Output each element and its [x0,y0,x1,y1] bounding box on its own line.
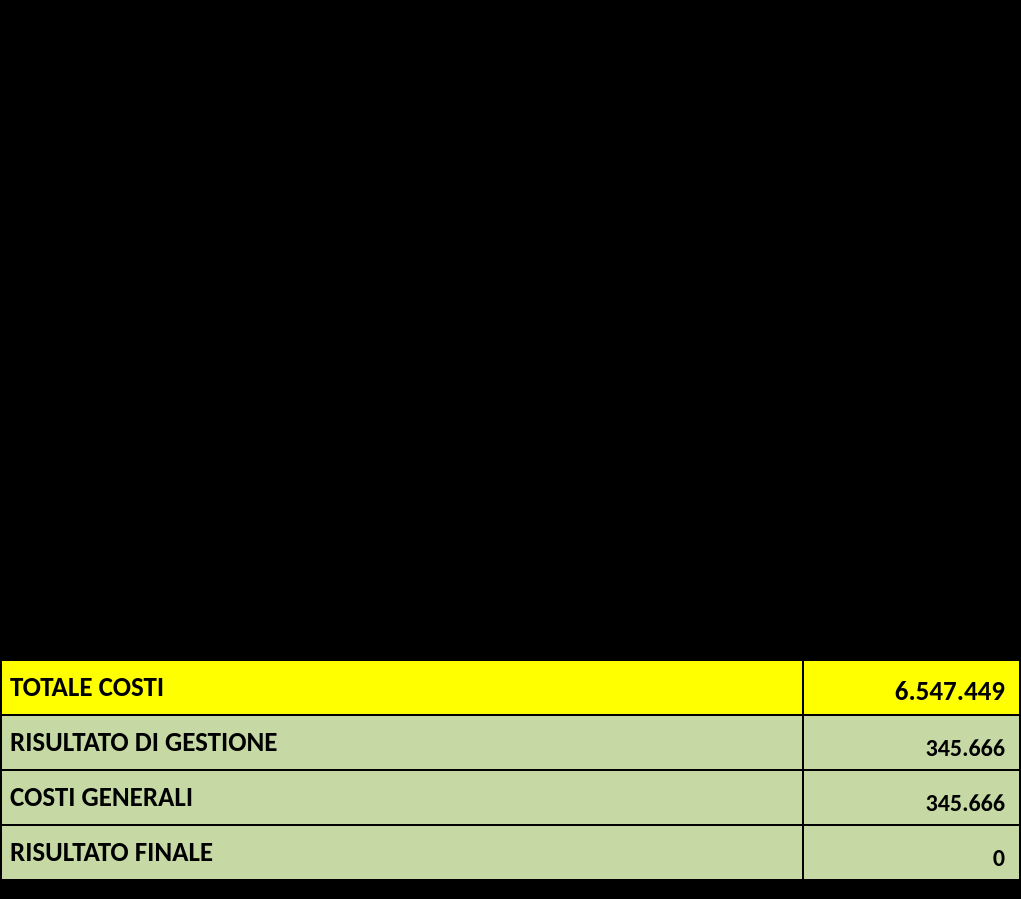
detail-row: SERVIZI TECNICI [0,31,1021,62]
summary-row: RISULTATO DI GESTIONE345.666 [0,714,1021,771]
summary-value: 345.666 [804,771,1019,824]
detail-row: CO.T.M. COORDINATE E CONT. - NON SAN120.… [0,94,1021,125]
row-label: SERVIZI TECNICI [0,37,794,59]
detail-row: LAVORO INTERINALE, COLLABORAZIONI NON SA… [0,63,1021,94]
summary-row: RISULTATO FINALE0 [0,824,1021,881]
row-value: 65.000 [794,476,1021,498]
row-label: FORMAZIONE [0,162,794,184]
row-value: 120.000 [794,99,1021,121]
row-value: 20.000 [794,507,1021,529]
detail-row: LOCAZIONE E NOLEGGI [0,251,1021,282]
row-value: 550.000 [794,570,1021,592]
summary-value: 345.666 [804,716,1019,769]
row-value: 10.000 [794,288,1021,310]
summary-row: COSTI GENERALI345.666 [0,769,1021,826]
row-label: ORGANI ISTITUZIONALI [0,194,794,216]
detail-row: AMMORTAMENTO IMMOBILIZZAZIONI MATERIALI1… [0,534,1021,565]
row-label: PERSONALE MEDICO E VETERINARIO [0,319,794,341]
detail-row: PERSONALE SANITARIO NON MEDICO - COMPART… [0,377,1021,408]
summary-label: TOTALE COSTI [2,661,804,714]
row-label: AMMORTAMENTO IMMOBILIZZAZIONI MATERIALI [0,539,794,561]
row-label: IMPOSTE SUL REDDITO D'ESERCIZIO [0,633,794,655]
detail-row: COSTI AMMINISTRATIVI100.000 [0,596,1021,627]
row-label: ALTRI SERVIZI NON SANITARI [0,225,794,247]
detail-row: AMMORTAMENTO IMMOBILIZZAZIONI IMMATERIAL… [0,502,1021,533]
summary-label: COSTI GENERALI [2,771,804,824]
row-label: PERSONALE SANITARIO NON MEDICO - DIRIGEN… [0,350,794,372]
row-label: PERSONALE AMMINISTRATIVO - COMPARTO [0,476,794,498]
detail-row: PERSONALE MEDICO E VETERINARIO [0,314,1021,345]
summary-row: TOTALE COSTI6.547.449 [0,659,1021,716]
detail-row: ORGANI ISTITUZIONALI [0,188,1021,219]
detail-row: PERSONALE AMMINISTRATIVO - DIRIGENZA [0,439,1021,470]
detail-row: MANUTENZIONI [0,0,1021,31]
row-label: LAVORO INTERINALE, COLLABORAZIONI NON SA… [0,68,794,90]
summary-label: RISULTATO FINALE [2,826,804,879]
row-label: PERSONALE TECNICO - COMPARTO [0,413,794,435]
row-value: 10.000 [794,162,1021,184]
row-value: 20.000 [794,131,1021,153]
detail-row: FORMAZIONE10.000 [0,157,1021,188]
row-label: COSTI AMMINISTRATIVI [0,602,794,624]
detail-row: PERSONALE AMMINISTRATIVO - COMPARTO65.00… [0,471,1021,502]
detail-row: ACCANTONAMENTO QUOTE INUTILIZZATE CONTRI… [0,565,1021,596]
detail-row: IMPOSTE SUL REDDITO D'ESERCIZIO140.000 [0,628,1021,659]
summary-label: RISULTATO DI GESTIONE [2,716,804,769]
detail-row: LEASING10.000 [0,283,1021,314]
row-label: CO.T.M. COORDINATE E CONT. - NON SAN [0,99,794,121]
row-label: BORSE DI STUDIO NON SANITARIE [0,131,794,153]
row-value: 160.000 [794,68,1021,90]
summary-value: 0 [804,826,1019,879]
row-label: LEASING [0,288,794,310]
row-label: ACCANTONAMENTO QUOTE INUTILIZZATE CONTRI… [0,570,794,592]
detail-row: ALTRI SERVIZI NON SANITARI [0,220,1021,251]
detail-rows-section: MANUTENZIONI SERVIZI TECNICI LAVORO INTERI… [0,0,1021,659]
row-label: LOCAZIONE E NOLEGGI [0,256,794,278]
row-value: 1.052.449 [794,539,1021,561]
summary-value: 6.547.449 [804,661,1019,714]
financial-table: MANUTENZIONI SERVIZI TECNICI LAVORO INTERI… [0,0,1021,881]
detail-row: BORSE DI STUDIO NON SANITARIE20.000 [0,126,1021,157]
detail-row: PERSONALE SANITARIO NON MEDICO - DIRIGEN… [0,345,1021,376]
row-label: PERSONALE SANITARIO NON MEDICO - COMPART… [0,382,794,404]
summary-rows-section: TOTALE COSTI6.547.449RISULTATO DI GESTIO… [0,659,1021,881]
row-value: 100.000 [794,602,1021,624]
row-label: MANUTENZIONI [0,5,794,27]
row-value: 140.000 [794,633,1021,655]
row-label: AMMORTAMENTO IMMOBILIZZAZIONI IMMATERIAL… [0,507,794,529]
row-label: PERSONALE AMMINISTRATIVO - DIRIGENZA [0,445,794,467]
detail-row: PERSONALE TECNICO - COMPARTO [0,408,1021,439]
